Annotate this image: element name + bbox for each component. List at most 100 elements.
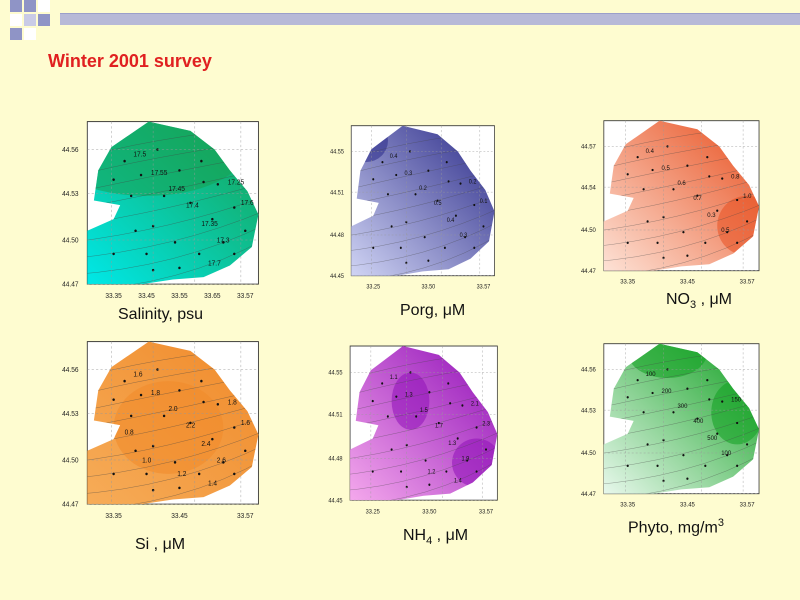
x-tick-label: 33.25 (366, 508, 381, 516)
contour-line (603, 189, 760, 233)
station-point (436, 199, 439, 202)
contour-label: 17.4 (186, 202, 199, 209)
x-tick-label: 33.57 (477, 284, 491, 290)
y-tick-label: 44.56 (62, 147, 79, 154)
y-tick-label: 44.53 (62, 411, 79, 418)
station-point (696, 417, 699, 420)
station-point (651, 391, 654, 395)
contour-line (351, 232, 495, 276)
y-tick-label: 44.47 (62, 501, 79, 508)
x-tick-label: 33.35 (620, 278, 635, 285)
map-salinity: 17.5 17.55 17.45 17.4 17.35 17.3 17.25 17.6 17.7… (50, 110, 265, 305)
station-point (428, 483, 431, 486)
map-svg: 0.4 0.5 0.6 0.7 0.3 0.5 0.8 1.0 44.57 44.54 44.50 4… (581, 120, 760, 286)
station-point (445, 470, 448, 473)
y-tick-label: 44.50 (581, 450, 596, 457)
station-point (427, 259, 430, 262)
contour-label: 17.7 (208, 260, 221, 267)
map-extreme-area (717, 195, 760, 256)
map-si: 1.6 1.8 2.0 2.2 2.4 2.6 1.8 1.6 1.4 1.2 1.0 0.8 44.5… (50, 330, 265, 525)
y-tick-label: 44.50 (62, 237, 79, 244)
station-point (672, 411, 675, 414)
contour-label: 1.8 (228, 399, 237, 406)
station-point (662, 479, 665, 483)
contour-label: 1.5 (420, 407, 428, 415)
contour-label: 17.6 (241, 200, 254, 207)
y-tick-label: 44.50 (581, 227, 596, 234)
contour-line (350, 455, 498, 501)
contour-line (350, 442, 498, 492)
contour-line (351, 219, 495, 268)
x-tick-label: 33.45 (680, 278, 695, 285)
y-tick-label: 44.56 (62, 367, 79, 374)
contour-label: 1.7 (435, 422, 443, 430)
x-tick-label: 33.57 (237, 293, 254, 300)
station-point (123, 159, 126, 163)
station-point (445, 160, 448, 164)
contour-label: 0.4 (447, 218, 455, 224)
contour-label: 0.3 (707, 212, 716, 219)
station-point (200, 159, 203, 163)
station-point (461, 404, 464, 407)
map-no3: 0.4 0.5 0.6 0.7 0.3 0.5 0.8 1.0 44.57 44.54 44.50 4… (570, 110, 765, 290)
contour-label: 2.6 (217, 457, 226, 464)
contour-line (603, 201, 760, 248)
station-point (216, 403, 220, 406)
contour-label: 1.6 (241, 420, 250, 427)
x-tick-label: 33.45 (171, 513, 188, 520)
station-point (626, 396, 629, 399)
caption-phyto: Phyto, mg/m3 (628, 517, 724, 537)
station-point (200, 379, 203, 383)
station-point (736, 421, 739, 425)
contour-line (87, 457, 259, 505)
station-point (736, 241, 739, 245)
station-point (696, 194, 699, 197)
map-porg: 0.4 0.3 0.2 0.5 0.4 0.3 0.2 0.1 44.55 44.51 44.48 4… (320, 115, 500, 295)
contour-line (87, 237, 259, 285)
caption-no3-unit: , μM (696, 291, 733, 308)
station-point (424, 459, 427, 462)
station-point (456, 437, 459, 440)
station-point (134, 229, 137, 232)
station-point (447, 382, 450, 385)
station-point (371, 399, 374, 403)
station-point (482, 225, 485, 228)
caption-si: Si , μM (135, 536, 186, 553)
station-point (386, 415, 389, 418)
x-tick-label: 33.57 (237, 513, 254, 520)
map-svg: 1.1 1.3 1.5 1.7 1.3 1.9 2.1 2.3 1.4 1.2 44.55 44.51… (328, 345, 498, 516)
contour-line (350, 429, 498, 477)
station-point (211, 217, 214, 221)
contour-label: 0.2 (469, 179, 477, 185)
contour-line (603, 424, 760, 471)
contour-line (87, 209, 259, 259)
station-point (475, 426, 478, 429)
station-point (646, 443, 649, 446)
station-point (736, 198, 739, 202)
x-tick-label: 33.35 (105, 293, 122, 300)
y-tick-label: 44.51 (330, 190, 344, 196)
y-tick-label: 44.56 (581, 366, 596, 373)
contour-label: 1.8 (151, 390, 160, 397)
contour-label: 0.3 (460, 233, 468, 239)
station-point (672, 188, 675, 191)
map-svg: 100 200 300 400 500 100 150 44.56 44.53 44.50 44.4… (581, 343, 760, 509)
station-point (244, 229, 247, 232)
station-point (704, 464, 707, 468)
station-point (656, 464, 659, 468)
caption-phyto-sup: 3 (717, 517, 724, 529)
x-tick-label: 33.45 (138, 293, 155, 300)
y-tick-label: 44.48 (328, 455, 343, 463)
station-point (216, 183, 220, 186)
decor-square (24, 28, 36, 40)
station-point (162, 194, 166, 198)
y-tick-label: 44.55 (328, 369, 343, 377)
contour-label: 17.35 (201, 221, 218, 228)
station-point (244, 449, 247, 452)
contour-label: 0.3 (404, 171, 412, 177)
contour-label: 1.0 (142, 457, 151, 464)
caption-salinity: Salinity, psu (118, 306, 204, 323)
contour-label: 0.2 (419, 186, 427, 192)
station-point (112, 252, 115, 256)
station-point (129, 194, 133, 198)
